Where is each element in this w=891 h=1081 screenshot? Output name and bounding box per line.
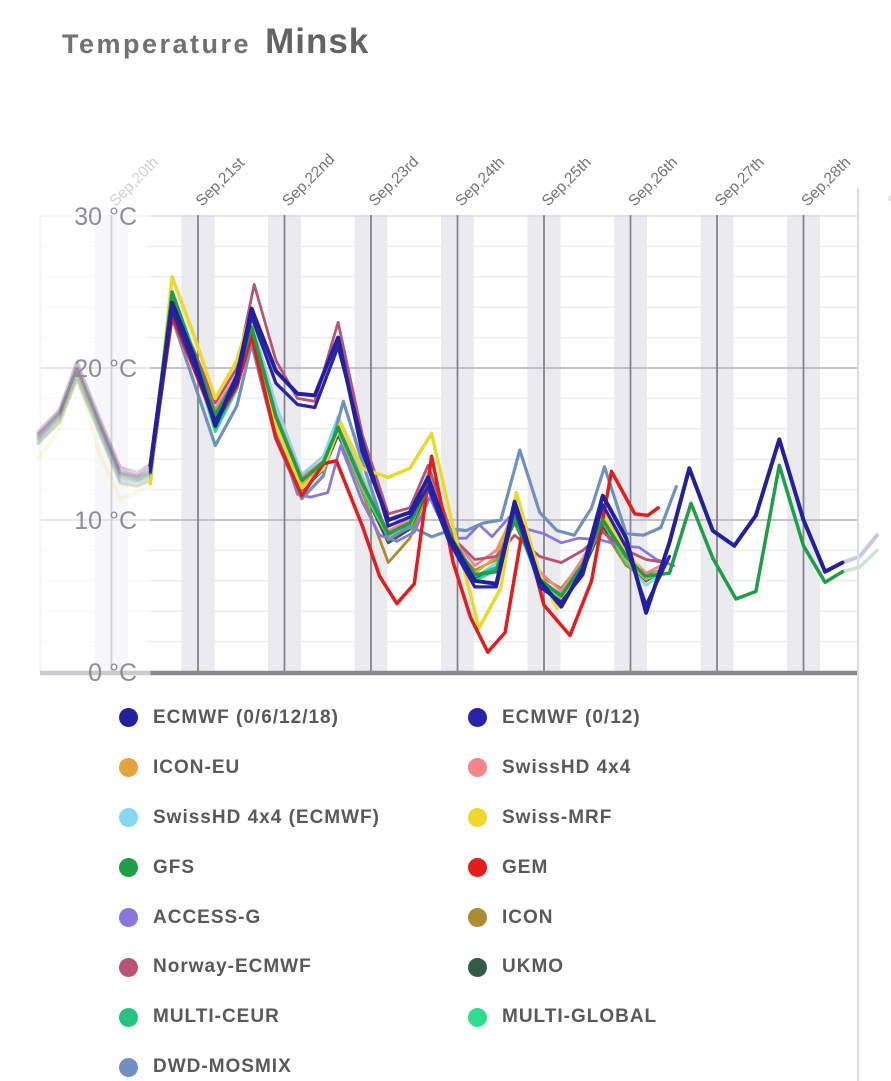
series-line-past-norway-ecmwf [36, 358, 152, 473]
legend-item-swiss-mrf[interactable]: Swiss-MRF [468, 807, 859, 829]
legend-label: GEM [502, 856, 549, 878]
chart-title: Temperature [62, 29, 252, 59]
gridlines [40, 215, 858, 521]
legend-label: GFS [153, 856, 196, 878]
legend-item-multi-global[interactable]: MULTI-GLOBAL [468, 1006, 859, 1028]
legend-dot-norway-ecmwf [119, 957, 138, 977]
series-line-past-dwd-mosmix [36, 367, 152, 481]
x-axis-label-sep-21st: Sep,21st [193, 154, 249, 210]
legend-label: MULTI-GLOBAL [502, 1006, 658, 1028]
legend-item-ecmwf-0-6-12-18[interactable]: ECMWF (0/6/12/18) [119, 707, 468, 729]
legend-label: UKMO [502, 956, 565, 978]
x-axis-label-sep-20th: Sep,20th [106, 154, 162, 210]
x-axis-label-sep-24th: Sep,24th [452, 154, 508, 210]
legend-item-gfs[interactable]: GFS [119, 857, 468, 879]
series-line-past-ecmwf-0-12 [36, 366, 152, 479]
series-line-past-multi-ceur [36, 371, 152, 482]
y-axis-labels: 30 °C 20 °C 10 °C 0 °C [74, 203, 137, 687]
series-lines [36, 275, 879, 654]
legend-label: DWD-MOSMIX [153, 1056, 292, 1078]
legend-label: MULTI-CEUR [153, 1006, 280, 1028]
series-line-past-icon [36, 377, 152, 487]
legend-dot-ecmwf-0-6-12-18 [119, 708, 138, 728]
y-axis-label-10: 10 °C [74, 507, 137, 535]
legend-dot-dwd-mosmix [119, 1057, 138, 1077]
x-axis-label-sep-29th: Sep,29th [885, 154, 891, 210]
y-axis-label-30: 30 °C [74, 203, 137, 231]
location-title: Minsk [265, 22, 370, 61]
x-axis-label-sep-22nd: Sep,22nd [279, 151, 338, 210]
legend-label: ICON [502, 906, 554, 928]
legend-dot-multi-ceur [119, 1007, 138, 1027]
series-line-fade-ecmwf-0-6-12-18 [840, 533, 879, 565]
legend-dot-swiss-mrf [468, 808, 487, 828]
legend-item-access-g[interactable]: ACCESS-G [119, 907, 468, 929]
legend-item-swisshd-4x4[interactable]: SwissHD 4x4 [468, 757, 859, 779]
series-line-past-gfs [36, 367, 153, 481]
legend-item-dwd-mosmix[interactable]: DWD-MOSMIX [119, 1056, 468, 1078]
page-right-border [857, 188, 859, 1081]
series-line-ecmwf-0-6-12-18 [148, 300, 845, 615]
x-axis-label-sep-26th: Sep,26th [625, 154, 681, 210]
series-line-gem [148, 314, 660, 654]
legend-dot-gem [468, 858, 487, 878]
legend-dot-icon [468, 908, 487, 927]
chart-legend: ECMWF (0/6/12/18) ECMWF (0/12) ICON-EU Swis… [119, 693, 859, 1081]
legend-item-gem[interactable]: GEM [468, 857, 859, 879]
legend-label: SwissHD 4x4 (ECMWF) [153, 806, 380, 828]
legend-dot-swisshd-4x4-ecmwf [119, 808, 138, 828]
legend-item-norway-ecmwf[interactable]: Norway-ECMWF [119, 956, 468, 978]
x-axis-label-sep-25th: Sep,25th [539, 154, 595, 210]
series-line-past-multi-global [36, 372, 152, 484]
y-axis-label-20: 20 °C [74, 355, 137, 383]
temperature-chart: Sep,20th Sep,21st Sep,22nd Sep,23rd Sep,24th… [36, 151, 891, 687]
series-line-past-swisshd-4x4 [36, 366, 152, 478]
legend-item-multi-ceur[interactable]: MULTI-CEUR [119, 1006, 468, 1028]
series-line-past-icon-eu [36, 372, 152, 482]
x-axis-label-sep-27th: Sep,27th [712, 154, 768, 210]
legend-dot-gfs [119, 858, 138, 878]
series-line-past-ukmo [36, 378, 152, 489]
legend-item-ukmo[interactable]: UKMO [468, 956, 859, 978]
series-line-past-swiss-mrf [36, 369, 153, 501]
past-fade-overlay [36, 212, 151, 675]
series-line-past-swisshd-4x4-ecmwf [36, 375, 152, 485]
legend-item-ecmwf-0-12[interactable]: ECMWF (0/12) [468, 707, 859, 729]
legend-label: ECMWF (0/6/12/18) [153, 706, 339, 728]
legend-item-swisshd-4x4-ecmwf[interactable]: SwissHD 4x4 (ECMWF) [119, 807, 468, 829]
legend-label: Swiss-MRF [502, 806, 613, 828]
y-axis-label-0: 0 °C [88, 659, 137, 687]
legend-dot-access-g [119, 908, 138, 927]
legend-dot-multi-global [468, 1007, 487, 1027]
legend-label: SwissHD 4x4 [502, 756, 632, 778]
legend-item-icon[interactable]: ICON [468, 907, 859, 929]
legend-dot-ecmwf-0-12 [468, 708, 487, 728]
series-line-ecmwf-0-12 [148, 308, 672, 607]
legend-item-icon-eu[interactable]: ICON-EU [119, 757, 468, 779]
legend-dot-swisshd-4x4 [468, 758, 487, 778]
series-line-past-ecmwf-0-6-12-18 [36, 361, 153, 477]
legend-label: ACCESS-G [153, 906, 262, 928]
series-line-fade-gfs [840, 548, 879, 574]
series-line-past-gem [36, 364, 153, 478]
legend-label: Norway-ECMWF [153, 956, 312, 978]
legend-label: ECMWF (0/12) [502, 706, 641, 728]
legend-dot-icon-eu [119, 758, 138, 778]
page-title: Temperature Minsk [62, 22, 369, 62]
legend-label: ICON-EU [153, 756, 241, 778]
x-axis-labels: Sep,20th Sep,21st Sep,22nd Sep,23rd Sep,24th… [106, 151, 891, 210]
x-axis-label-sep-28th: Sep,28th [798, 154, 854, 210]
legend-dot-ukmo [468, 957, 487, 977]
series-line-past-access-g [36, 374, 152, 484]
x-axis-label-sep-23rd: Sep,23rd [366, 153, 423, 210]
series-line-gfs [148, 290, 845, 601]
